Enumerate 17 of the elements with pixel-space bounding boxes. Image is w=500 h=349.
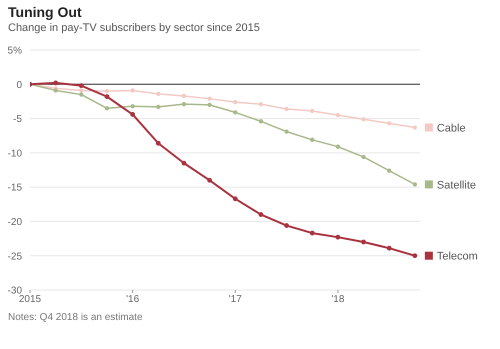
x-tick-label: '17 <box>228 294 242 306</box>
y-tick-label: -25 <box>8 251 22 262</box>
y-tick-label: -15 <box>8 182 22 194</box>
x-tick-label: '18 <box>331 294 345 306</box>
x-tick-label: '16 <box>126 294 140 306</box>
legend-label: Satellite <box>436 179 476 192</box>
text: Notes: Q4 2018 is an estimate <box>8 312 143 323</box>
y-tick-label: -10 <box>8 148 22 160</box>
y-tick-label: 5% <box>8 46 22 57</box>
legend-label: Cable <box>436 122 466 134</box>
legend-label: Telecom <box>436 250 478 263</box>
y-tick-label: -20 <box>8 216 22 228</box>
x-tick-label: 2015 <box>18 294 42 306</box>
y-tick-label: 0 <box>16 80 22 91</box>
chart-subtitle: Change in pay-TV subscribers by sector since 2015 <box>8 22 260 34</box>
y-tick-label: -5 <box>13 114 22 126</box>
chart-title: Tuning Out <box>8 4 82 20</box>
